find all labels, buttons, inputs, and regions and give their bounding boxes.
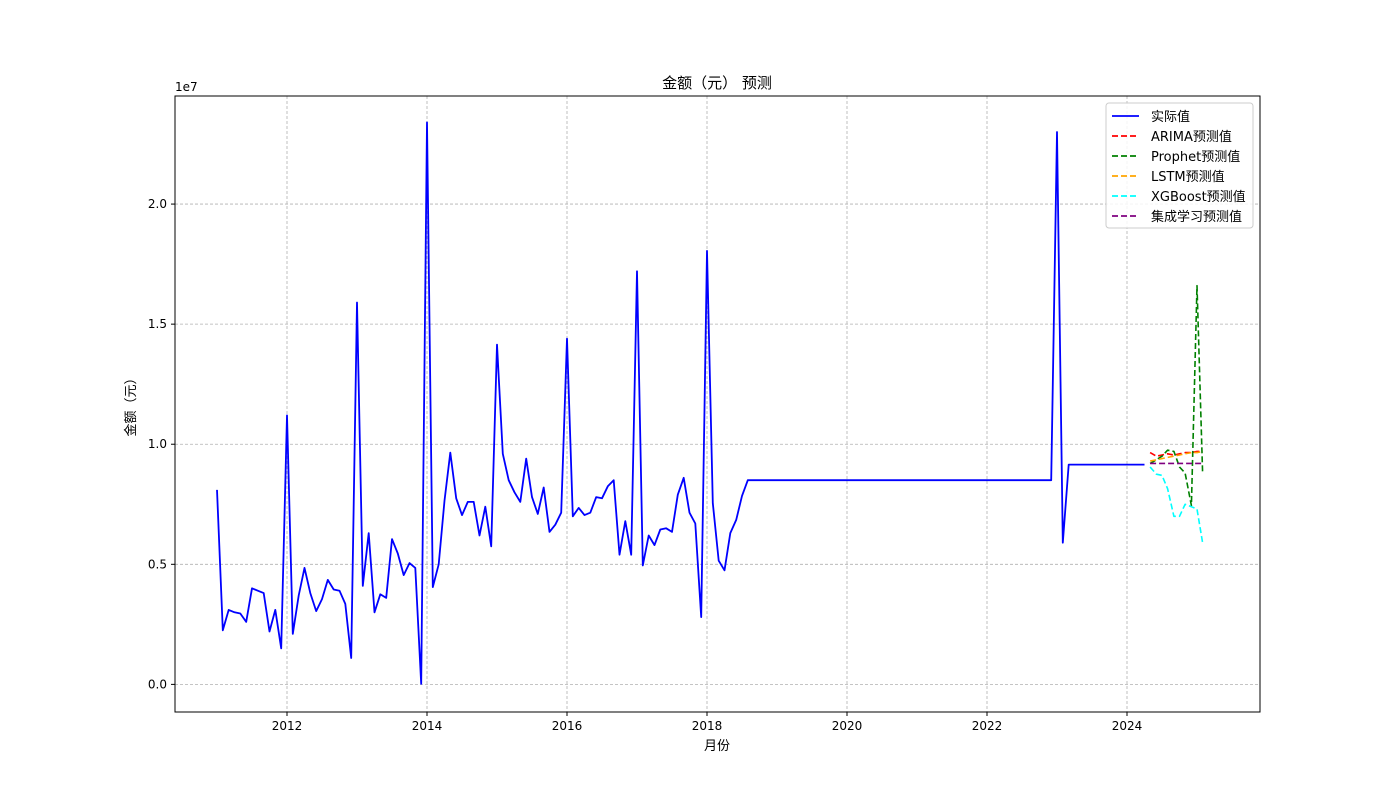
x-tick-label: 2024 <box>1112 719 1143 733</box>
y-tick-label: 0.0 <box>148 677 167 691</box>
legend-label-3: LSTM预测值 <box>1151 169 1225 185</box>
y-offset-label: 1e7 <box>175 80 198 94</box>
x-tick-label: 2022 <box>972 719 1003 733</box>
y-axis-label: 金额（元） <box>123 371 139 436</box>
x-tick-label: 2012 <box>272 719 303 733</box>
axes-frame <box>174 95 1261 713</box>
legend: 实际值 ARIMA预测值 Prophet预测值 LSTM预测值 XGBoost预测值集成… <box>1105 102 1254 229</box>
series-line-4 <box>1149 466 1204 543</box>
legend-label-0: 实际值 <box>1151 109 1190 125</box>
y-tick-label: 1.0 <box>148 437 167 451</box>
x-tick-label: 2016 <box>552 719 583 733</box>
plot-area <box>216 121 1204 685</box>
legend-label-1: ARIMA预测值 <box>1151 129 1232 145</box>
x-axis-label: 月份 <box>704 739 730 754</box>
series-line-2 <box>1149 284 1204 507</box>
y-tick-label: 2.0 <box>148 197 167 211</box>
x-tick-label: 2018 <box>692 719 723 733</box>
legend-box <box>1105 102 1254 229</box>
chart-title: 金额（元） 预测 <box>662 74 772 92</box>
x-tick-label: 2014 <box>412 719 443 733</box>
series-line-1 <box>1149 450 1203 458</box>
y-axis: 0.0 0.5 1.0 1.5 2.0 <box>148 197 175 691</box>
legend-label-5: 集成学习预测值 <box>1151 209 1242 225</box>
x-axis: 2012 2014 2016 2018 2020 2022 2024 <box>272 712 1143 733</box>
y-tick-label: 0.5 <box>148 557 167 571</box>
legend-label-4: XGBoost预测值 <box>1151 189 1246 205</box>
x-tick-label: 2020 <box>832 719 863 733</box>
y-tick-label: 1.5 <box>148 317 167 331</box>
series-line-0 <box>216 121 1145 685</box>
legend-label-2: Prophet预测值 <box>1151 149 1240 165</box>
series-line-3 <box>1149 450 1203 462</box>
grid <box>175 96 1260 712</box>
